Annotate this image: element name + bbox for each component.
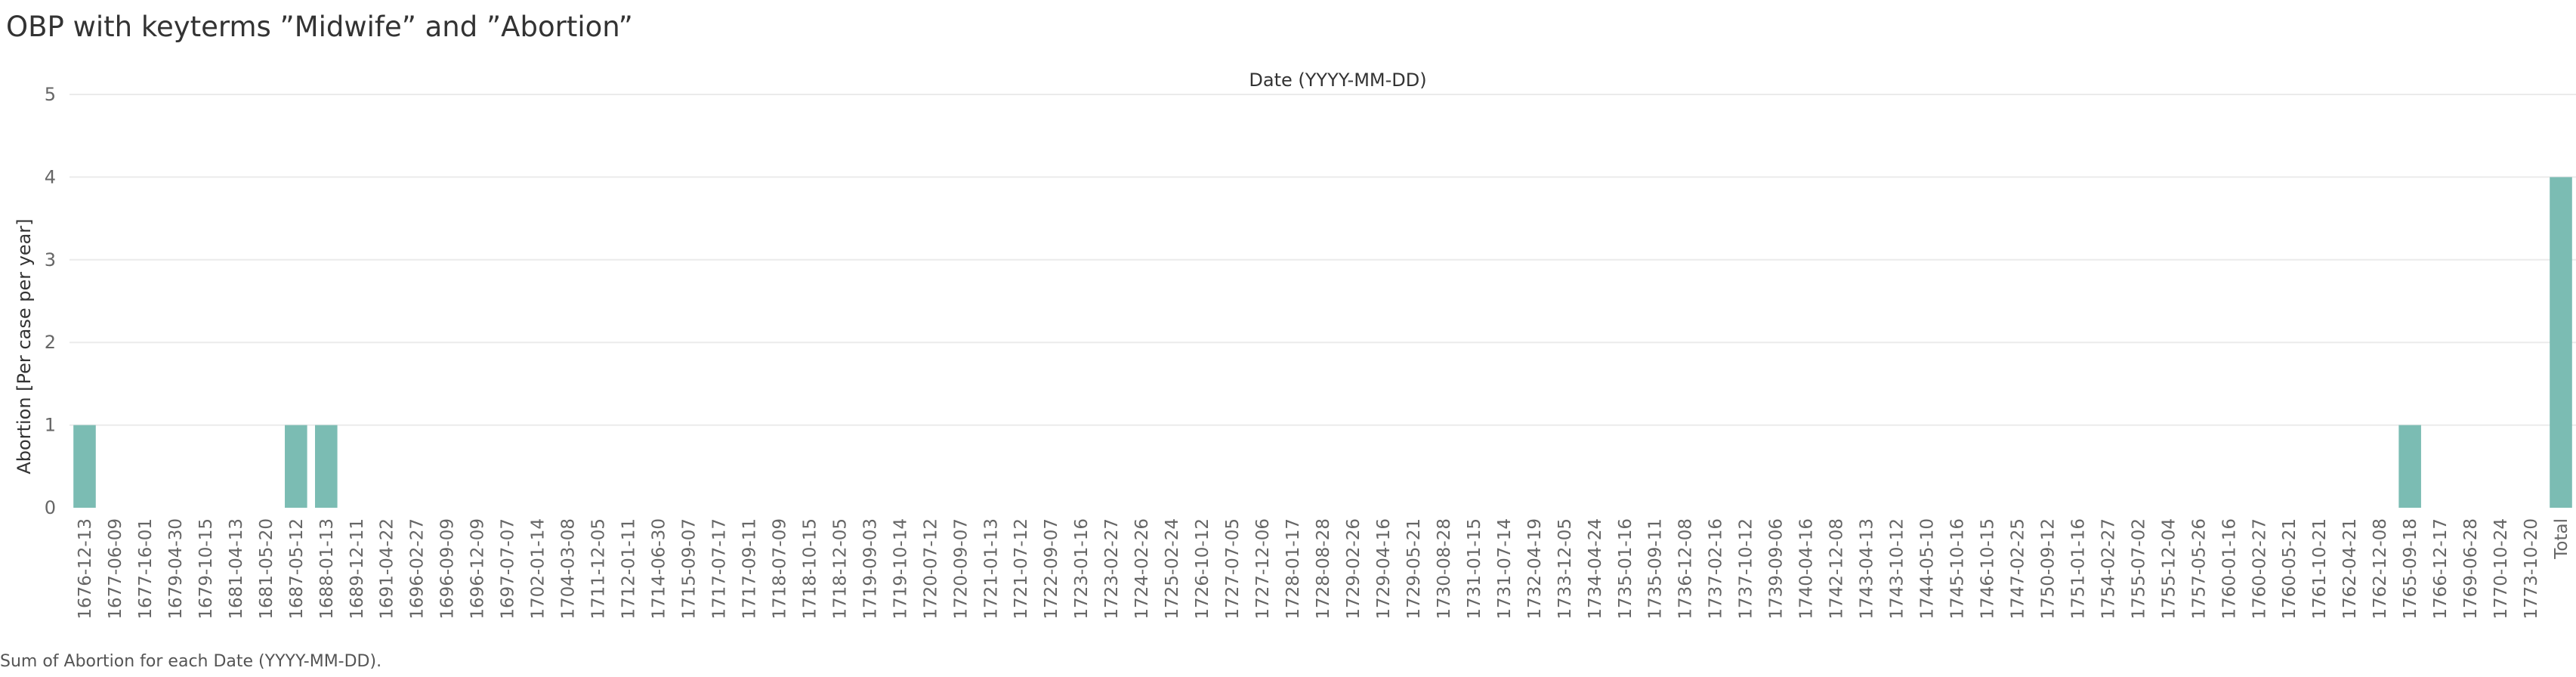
x-tick-label: 1717-07-17: [709, 518, 729, 620]
x-tick-label: 1729-02-26: [1344, 518, 1364, 620]
x-tick-label: 1688-01-13: [317, 518, 337, 620]
bar: [285, 425, 307, 508]
x-tick-label: 1740-04-16: [1797, 518, 1817, 620]
x-tick-label: 1704-03-08: [559, 518, 579, 620]
x-tick-label: 1717-09-11: [740, 518, 759, 620]
y-tick-label: 0: [45, 497, 56, 518]
x-tick-label: 1718-12-05: [830, 518, 850, 620]
x-tick-label: 1730-08-28: [1435, 518, 1454, 620]
x-tick-label: 1747-02-25: [2008, 518, 2028, 620]
x-tick-label: 1745-10-16: [1947, 518, 1967, 620]
x-tick-label: 1737-10-12: [1737, 518, 1756, 620]
x-tick-label: 1744-05-10: [1918, 518, 1938, 620]
x-tick-label: 1754-02-27: [2099, 518, 2118, 620]
x-tick-label: 1769-06-28: [2461, 518, 2481, 620]
x-tick-label: 1751-01-16: [2068, 518, 2088, 620]
x-tick-label: 1770-10-24: [2491, 518, 2511, 620]
y-tick-label: 4: [45, 166, 56, 187]
x-tick-label: 1746-10-15: [1978, 518, 1997, 620]
x-tick-label: 1727-07-05: [1223, 518, 1243, 620]
x-tick-label: 1721-01-13: [981, 518, 1001, 620]
x-tick-label: 1677-16-01: [136, 518, 156, 620]
x-tick-label: 1762-12-08: [2371, 518, 2390, 620]
x-tick-label: 1725-02-24: [1163, 518, 1182, 620]
x-tick-label: 1734-04-24: [1586, 518, 1605, 620]
x-axis-title: Date (YYYY-MM-DD): [1249, 70, 1426, 91]
x-tick-label: 1732-04-19: [1525, 518, 1545, 620]
x-tick-label: 1696-09-09: [438, 518, 458, 620]
bar: [315, 425, 338, 508]
x-tick-label: 1719-09-03: [860, 518, 880, 620]
bar: [2398, 425, 2421, 508]
x-tick-label: 1679-10-15: [196, 518, 216, 620]
chart-title: OBP with keyterms ”Midwife” and ”Abortio…: [6, 11, 633, 43]
x-tick-label: Total: [2552, 518, 2571, 560]
x-tick-label: 1722-09-07: [1042, 518, 1061, 620]
x-tick-label: 1743-04-13: [1858, 518, 1877, 620]
x-tick-label: 1757-05-26: [2189, 518, 2209, 620]
x-tick-label: 1729-05-21: [1404, 518, 1424, 620]
x-tick-label: 1755-07-02: [2129, 518, 2148, 620]
x-tick-label: 1681-04-13: [227, 518, 246, 620]
x-tick-label: 1677-06-09: [106, 518, 125, 620]
x-tick-label: 1676-12-13: [76, 518, 95, 620]
x-tick-label: 1712-01-11: [619, 518, 639, 620]
x-tick-label: 1724-02-26: [1132, 518, 1152, 620]
x-tick-label: 1702-01-14: [529, 518, 548, 620]
x-tick-label: 1743-10-12: [1888, 518, 1907, 620]
x-tick-label: 1760-01-16: [2219, 518, 2239, 620]
x-tick-label: 1691-04-22: [378, 518, 397, 620]
x-tick-label: 1726-10-12: [1193, 518, 1212, 620]
bar: [73, 425, 96, 508]
x-tick-label: 1735-09-11: [1646, 518, 1666, 620]
x-tick-label: 1711-12-05: [589, 518, 609, 620]
x-tick-label: 1760-05-21: [2280, 518, 2300, 620]
x-tick-label: 1681-05-20: [257, 518, 276, 620]
x-tick-label: 1715-09-07: [680, 518, 700, 620]
chart-caption: Sum of Abortion for each Date (YYYY-MM-D…: [0, 652, 382, 671]
x-tick-label: 1733-12-05: [1555, 518, 1575, 620]
x-tick-label: 1720-07-12: [921, 518, 941, 620]
y-tick-label: 1: [45, 415, 56, 436]
x-tick-label: 1720-09-07: [951, 518, 971, 620]
x-tick-label: 1760-02-27: [2250, 518, 2269, 620]
x-tick-label: 1723-02-27: [1102, 518, 1122, 620]
x-tick-label: 1696-12-09: [468, 518, 488, 620]
y-tick-label: 5: [45, 84, 56, 105]
x-tick-label: 1714-06-30: [650, 518, 669, 620]
x-tick-label: 1742-12-08: [1827, 518, 1847, 620]
x-tick-label: 1729-04-16: [1374, 518, 1394, 620]
y-tick-label: 2: [45, 332, 56, 353]
y-tick-label: 3: [45, 249, 56, 270]
x-tick-label: 1718-07-09: [770, 518, 789, 620]
x-tick-label: 1728-08-28: [1314, 518, 1333, 620]
x-tick-label: 1755-12-04: [2159, 518, 2179, 620]
x-tick-label: 1737-02-16: [1707, 518, 1726, 620]
y-axis-title: Abortion [Per case per year]: [14, 218, 35, 474]
x-tick-label: 1696-02-27: [408, 518, 428, 620]
x-tick-label: 1687-05-12: [287, 518, 307, 620]
x-tick-label: 1731-01-15: [1465, 518, 1484, 620]
x-tick-label: 1750-09-12: [2038, 518, 2058, 620]
x-tick-label: 1739-09-06: [1767, 518, 1787, 620]
x-tick-label: 1718-10-15: [800, 518, 820, 620]
x-tick-label: 1719-10-14: [891, 518, 910, 620]
x-tick-label: 1679-04-30: [166, 518, 186, 620]
x-tick-label: 1761-10-21: [2310, 518, 2330, 620]
x-tick-label: 1689-12-11: [347, 518, 367, 620]
bar: [2550, 177, 2572, 508]
x-tick-label: 1723-01-16: [1072, 518, 1092, 620]
x-tick-label: 1728-01-17: [1283, 518, 1303, 620]
x-tick-label: 1736-12-08: [1676, 518, 1696, 620]
x-tick-label: 1773-10-20: [2522, 518, 2541, 620]
x-tick-label: 1735-01-16: [1616, 518, 1635, 620]
x-tick-label: 1697-07-07: [499, 518, 518, 620]
x-tick-label: 1762-04-21: [2340, 518, 2360, 620]
x-tick-label: 1731-07-14: [1495, 518, 1515, 620]
x-tick-label: 1721-07-12: [1012, 518, 1031, 620]
x-tick-label: 1766-12-17: [2431, 518, 2451, 620]
x-tick-label: 1727-12-06: [1253, 518, 1273, 620]
x-tick-label: 1765-09-18: [2401, 518, 2420, 620]
